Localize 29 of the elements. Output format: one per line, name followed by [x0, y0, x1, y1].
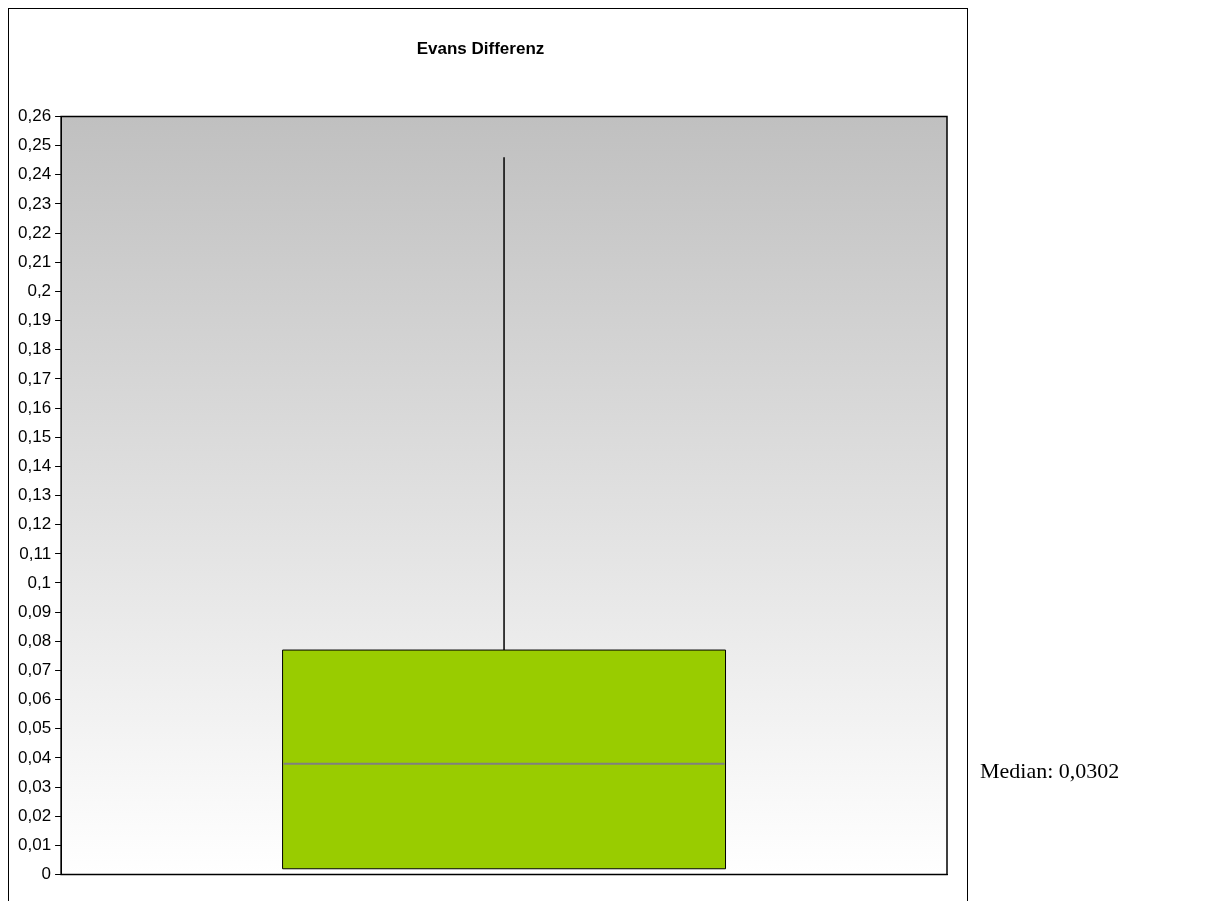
y-tick-label: 0,17 [17, 368, 52, 388]
y-tick-label: 0,08 [17, 631, 52, 650]
y-tick-label: 0,2 [27, 281, 52, 301]
y-tick-label: 0,16 [17, 397, 52, 417]
text: Median: 0,0302 [980, 758, 1121, 784]
y-tick-label: 0,15 [17, 426, 52, 446]
y-tick-label: 0,11 [19, 543, 52, 563]
y-tick-label: 0,03 [17, 776, 52, 796]
y-tick-label: 0,1 [27, 572, 52, 592]
y-tick-label: 0,13 [17, 485, 52, 505]
chart-title: Evans Differenz [416, 38, 545, 58]
y-tick-label: 0,22 [17, 222, 52, 242]
y-tick-label: 0,05 [17, 718, 52, 738]
y-tick-label: 0,12 [17, 514, 52, 534]
y-tick-label: 0,21 [17, 251, 52, 271]
y-tick-label: 0,14 [17, 456, 52, 476]
y-tick-label: 0,25 [17, 135, 52, 155]
y-tick-label: 0,09 [17, 601, 52, 621]
y-tick-label: 0,06 [17, 689, 52, 709]
y-tick-label: 0,19 [17, 310, 52, 330]
y-tick-label: 0,24 [17, 164, 52, 184]
y-tick-label: 0,18 [17, 339, 52, 359]
y-tick-label: 0,04 [17, 747, 52, 767]
y-tick-label: 0,23 [17, 193, 52, 213]
y-tick-label: 0,02 [17, 805, 52, 825]
y-tick-label: 0 [41, 864, 52, 884]
y-tick-label: 0,01 [17, 835, 52, 855]
y-tick-label: 0,26 [17, 106, 52, 126]
y-tick-label: 0,07 [17, 660, 52, 680]
